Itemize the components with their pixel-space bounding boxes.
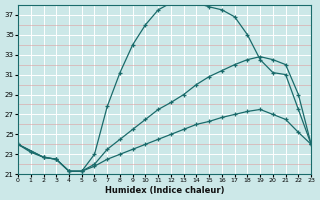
X-axis label: Humidex (Indice chaleur): Humidex (Indice chaleur) — [105, 186, 224, 195]
